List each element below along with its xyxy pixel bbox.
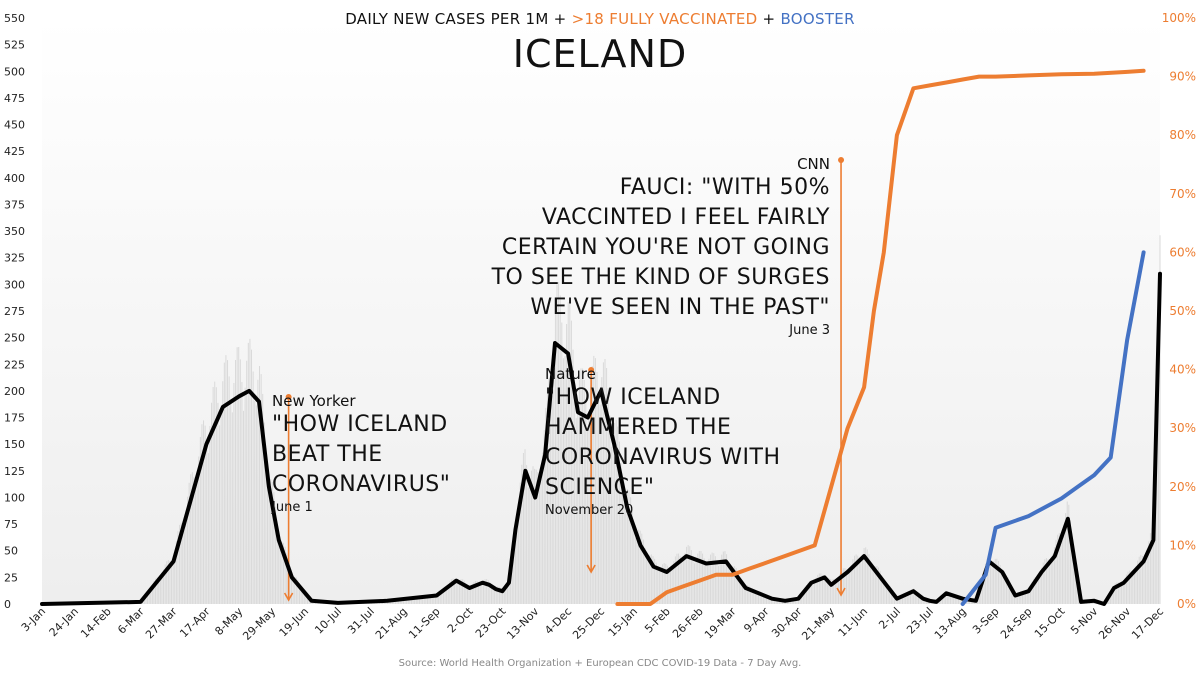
x-tick-label: 31-Jul — [345, 605, 377, 637]
header-booster-label: BOOSTER — [780, 10, 855, 28]
line-booster — [960, 250, 1146, 606]
x-tick-label: 26-Nov — [1096, 605, 1133, 642]
x-tick-label: 17-Apr — [177, 605, 213, 641]
x-tick-label: 27-Mar — [143, 605, 180, 642]
x-tick-label: 24-Jan — [47, 605, 81, 639]
annotation-date: June 1 — [272, 500, 313, 515]
chart-title: ICELAND — [512, 32, 688, 76]
y-left-tick-label: 25 — [4, 571, 18, 584]
series-lines — [40, 68, 1162, 606]
line-cases — [40, 271, 1162, 606]
annotation-line-nature-dot — [588, 367, 595, 373]
y-left-tick-label: 300 — [4, 278, 25, 291]
y-left-tick-label: 400 — [4, 172, 25, 185]
y-right-tick-label: 90% — [1169, 70, 1196, 84]
annotation-outlet: CNN — [797, 155, 830, 173]
x-tick-label: 14-Feb — [78, 605, 114, 641]
header-cases-label: DAILY NEW CASES PER 1M + — [345, 10, 572, 28]
y-left-tick-label: 500 — [4, 65, 25, 78]
annotation-line-cnn-arrow — [836, 587, 846, 597]
annotation-line-newyorker-arrow — [283, 592, 294, 602]
y-right-tick-label: 40% — [1169, 363, 1196, 377]
annotation-newyorker: New Yorker "HOW ICELAND BEAT THE CORONAV… — [272, 392, 472, 515]
x-tick-label: 26-Feb — [670, 605, 706, 641]
y-right-tick-label: 100% — [1162, 11, 1196, 25]
annotation-quote: FAUCI: "WITH 50% VACCINTED I FEEL FAIRLY… — [491, 175, 830, 320]
y-right-tick-label: 70% — [1169, 187, 1196, 201]
annotation-outlet: New Yorker — [272, 392, 356, 410]
y-left-tick-label: 425 — [4, 145, 25, 158]
y-right-tick-label: 30% — [1169, 421, 1196, 435]
header-vaccinated-label: >18 FULLY VACCINATED — [571, 10, 758, 28]
annotation-date: June 3 — [789, 323, 830, 338]
y-right-tick-label: 0% — [1177, 597, 1196, 611]
y-left-tick-label: 200 — [4, 385, 25, 398]
x-tick-label: 13-Aug — [932, 605, 969, 642]
x-tick-label: 11-Sep — [406, 605, 443, 642]
y-left-tick-label: 225 — [4, 358, 25, 371]
annotation-quote: "HOW ICELAND BEAT THE CORONAVIRUS" — [272, 412, 451, 497]
x-tick-label: 25-Dec — [570, 605, 607, 642]
x-tick-label: 15-Jan — [606, 605, 640, 639]
x-tick-label: 13-Nov — [504, 605, 541, 642]
y-left-tick-label: 350 — [4, 225, 25, 238]
y-left-tick-label: 525 — [4, 39, 25, 52]
x-tick-label: 2-Oct — [445, 604, 476, 635]
y-right-tick-label: 60% — [1169, 245, 1196, 259]
plot-background — [42, 18, 1160, 604]
annotation-outlet: Nature — [545, 365, 596, 383]
annotation-line-nature-arrow — [586, 564, 596, 574]
annotation-lines — [283, 157, 846, 602]
x-tick-label: 29-May — [240, 605, 278, 643]
x-tick-label: 23-Jul — [904, 605, 936, 637]
y-left-tick-label: 75 — [4, 518, 18, 531]
y-left-tick-label: 100 — [4, 491, 25, 504]
x-tick-label: 3-Jan — [19, 605, 48, 634]
annotation-line-newyorker-dot — [285, 394, 292, 400]
line-vaccinated — [615, 68, 1146, 606]
y-left-tick-label: 250 — [4, 332, 25, 345]
annotation-quote: "HOW ICELAND HAMMERED THE CORONAVIRUS WI… — [545, 385, 781, 500]
y-left-tick-label: 550 — [4, 12, 25, 25]
y-left-tick-label: 0 — [4, 598, 11, 611]
x-tick-label: 21-May — [799, 605, 837, 643]
header-plus: + — [757, 10, 781, 28]
y-right-tick-label: 20% — [1169, 480, 1196, 494]
annotation-date: November 20 — [545, 503, 634, 518]
y-left-tick-label: 50 — [4, 545, 18, 558]
x-tick-label: 19-Jun — [277, 605, 312, 640]
x-tick-label: 2-Jul — [876, 605, 903, 632]
x-tick-label: 21-Aug — [373, 605, 410, 642]
y-left-tick-label: 450 — [4, 119, 25, 132]
x-tick-label: 19-Mar — [702, 605, 739, 642]
y-right-tick-label: 50% — [1169, 304, 1196, 318]
y-left-tick-label: 375 — [4, 198, 25, 211]
chart-header: DAILY NEW CASES PER 1M + >18 FULLY VACCI… — [0, 10, 1200, 28]
y-left-tick-label: 275 — [4, 305, 25, 318]
x-tick-label: 24-Sep — [998, 605, 1035, 642]
plot-area — [42, 18, 1160, 604]
y-left-tick-label: 325 — [4, 252, 25, 265]
y-left-tick-label: 150 — [4, 438, 25, 451]
y-right-tick-label: 10% — [1169, 538, 1196, 552]
y-right-tick-label: 80% — [1169, 128, 1196, 142]
x-tick-label: 23-Oct — [473, 604, 509, 640]
x-tick-label: 11-Jun — [836, 605, 871, 640]
y-left-tick-label: 475 — [4, 92, 25, 105]
source-note: Source: World Health Organization + Euro… — [398, 658, 802, 669]
y-left-tick-label: 175 — [4, 412, 25, 425]
x-tick-label: 15-Oct — [1032, 604, 1068, 640]
x-tick-label: 3-Sep — [970, 605, 1002, 637]
annotation-cnn: CNN FAUCI: "WITH 50% VACCINTED I FEEL FA… — [490, 155, 830, 338]
x-tick-label: 10-Jul — [312, 605, 344, 637]
x-tick-label: 9-Apr — [741, 605, 772, 636]
x-tick-label: 5-Feb — [642, 605, 673, 636]
y-left-tick-label: 125 — [4, 465, 25, 478]
annotation-nature: Nature "HOW ICELAND HAMMERED THE CORONAV… — [545, 365, 805, 518]
x-tick-label: 17-Dec — [1129, 605, 1166, 642]
annotation-line-cnn-dot — [838, 157, 845, 163]
